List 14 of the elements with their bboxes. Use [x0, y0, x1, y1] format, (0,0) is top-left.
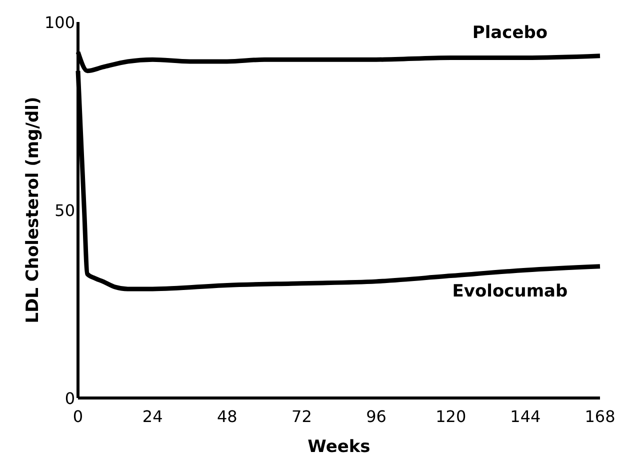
y-axis-title: LDL Cholesterol (mg/dl) [23, 96, 43, 324]
y-tick-label: 0 [64, 389, 75, 408]
x-axis-title: Weeks [308, 437, 370, 457]
x-tick-label: 48 [216, 407, 238, 426]
y-tick-label: 50 [54, 201, 75, 220]
series-label: Evolocumab [452, 281, 568, 302]
x-tick-label: 144 [510, 407, 541, 426]
x-tick-label: 96 [366, 407, 386, 426]
x-tick-label: 72 [292, 407, 312, 426]
series-label: Placebo [472, 22, 548, 43]
x-tick-label: 120 [436, 407, 466, 426]
x-tick-label: 168 [584, 407, 616, 426]
y-tick-label: 100 [44, 13, 75, 32]
x-tick-label: 24 [142, 407, 163, 426]
